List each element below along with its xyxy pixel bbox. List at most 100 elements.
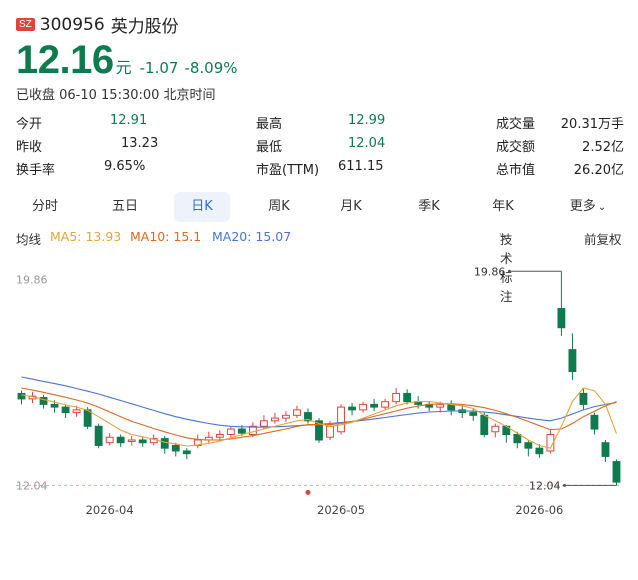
candle-down [116, 436, 125, 444]
candle-down [138, 439, 147, 444]
candle-up [72, 409, 81, 414]
candle-down [315, 420, 323, 441]
candle-up [271, 417, 279, 422]
stat-label: 成交额 [496, 140, 536, 155]
tab-quarterly-k[interactable]: 季K [418, 199, 440, 214]
tab-more[interactable]: 更多 ⌄ [558, 192, 618, 222]
event-marker [305, 489, 311, 495]
current-price: 12.16 [16, 38, 114, 82]
stat-value: 12.99 [348, 113, 386, 128]
kline-chart: 19.86 12.04 19.86 12.04 2026-04 2026-05 2026-0… [16, 265, 622, 517]
stat-label: 市盈(TTM) [256, 163, 320, 178]
stats-row: 换手率 9.65% 市盈(TTM) 611.15 总市值 26.20亿 [16, 156, 624, 179]
min-price-label: 12.04 [529, 479, 561, 492]
candle-down [403, 392, 412, 403]
candle-down [50, 403, 59, 408]
candle-down [17, 392, 26, 400]
tab-monthly-k[interactable]: 月K [340, 199, 362, 214]
stock-name: 英力股份 [110, 17, 179, 37]
candle-down [513, 434, 522, 444]
ma-legend-title: 均线 [16, 232, 42, 247]
ma5-line [21, 387, 618, 449]
candle-up [226, 428, 235, 435]
adjust-mode-button[interactable]: 前复权 [584, 232, 622, 247]
ma10-line [21, 387, 617, 441]
candle-up [282, 414, 290, 419]
ma20-label: MA20: 15.07 [212, 229, 292, 244]
stats-grid: 今开 12.91 最高 12.99 成交量 20.31万手 昨收 13.23 最… [16, 110, 624, 179]
candle-up [337, 406, 345, 433]
candle-up [436, 403, 445, 408]
tab-five-day[interactable]: 五日 [111, 199, 138, 214]
x-tick-label: 2026-05 [317, 503, 365, 517]
y-tick-label: 19.86 [16, 273, 48, 286]
candle-down [524, 442, 533, 449]
chevron-down-icon: ⌄ [597, 202, 607, 213]
candle-up [215, 434, 224, 438]
tab-weekly-k[interactable]: 周K [268, 199, 290, 214]
stat-value: 12.04 [348, 136, 386, 151]
candle-down [237, 428, 246, 434]
candle-down [535, 447, 544, 455]
stat-value: 13.23 [121, 136, 159, 151]
stat-label: 成交量 [496, 117, 536, 132]
candle-up [491, 425, 500, 433]
max-callout-dot [507, 269, 511, 273]
ma5-label: MA5: 13.93 [50, 229, 122, 244]
candle-down [601, 442, 610, 457]
candle-down [612, 461, 621, 483]
tab-timeshare[interactable]: 分时 [31, 199, 58, 214]
candle-down [348, 406, 356, 411]
candle-down [568, 349, 577, 373]
stat-label: 昨收 [16, 140, 43, 155]
candle-down [579, 392, 588, 405]
price-change: -1.07 [139, 59, 179, 77]
candle-up [546, 434, 555, 452]
candle-down [171, 444, 180, 452]
candle-down [94, 425, 103, 446]
candle-up [392, 392, 401, 403]
candle-up [293, 409, 301, 416]
stat-label: 总市值 [496, 163, 536, 178]
ma10-label: MA10: 15.1 [130, 229, 202, 244]
stat-label: 换手率 [16, 163, 56, 178]
stats-row: 今开 12.91 最高 12.99 成交量 20.31万手 [16, 110, 624, 133]
tab-yearly-k[interactable]: 年K [492, 199, 514, 214]
candle-up [105, 436, 114, 444]
price-unit: 元 [115, 58, 132, 77]
candle-down [160, 438, 169, 449]
market-status: 已收盘 06-10 15:30:00 北京时间 [16, 88, 216, 103]
candle-up [127, 439, 136, 442]
stat-value: 2.52亿 [582, 140, 624, 155]
stat-label: 最低 [256, 140, 283, 155]
stat-value: 26.20亿 [573, 163, 624, 178]
tech-annotation-label: 技术标注 [500, 232, 513, 304]
annotation-icon: ⤷ [500, 229, 507, 242]
stat-label: 今开 [16, 117, 43, 132]
candle-down [182, 450, 191, 455]
candle-up [326, 425, 334, 438]
candle-down [480, 414, 489, 435]
candle-up [359, 403, 367, 411]
stat-value: 611.15 [338, 159, 384, 174]
candle-down [370, 403, 379, 408]
candle-up [381, 401, 390, 408]
max-price-label: 19.86 [474, 265, 506, 278]
candle-down [590, 414, 599, 430]
stock-header: SZ 300956 英力股份 [16, 12, 179, 37]
stat-value: 20.31万手 [560, 117, 624, 132]
market-badge: SZ [16, 18, 35, 31]
x-tick-label: 2026-04 [86, 503, 134, 517]
x-tick-label: 2026-06 [515, 503, 563, 517]
stat-label: 最高 [256, 117, 283, 132]
candle-down [304, 412, 312, 422]
price-change-pct: -8.09% [184, 59, 238, 77]
stat-value: 9.65% [104, 159, 146, 174]
candle-down [39, 397, 48, 405]
candle-down [61, 406, 70, 414]
min-callout-dot [562, 483, 566, 487]
candle-up [259, 420, 268, 427]
tab-daily-k[interactable]: 日K [174, 192, 230, 222]
candle-down [557, 308, 566, 329]
stock-code: 300956 [39, 14, 105, 35]
